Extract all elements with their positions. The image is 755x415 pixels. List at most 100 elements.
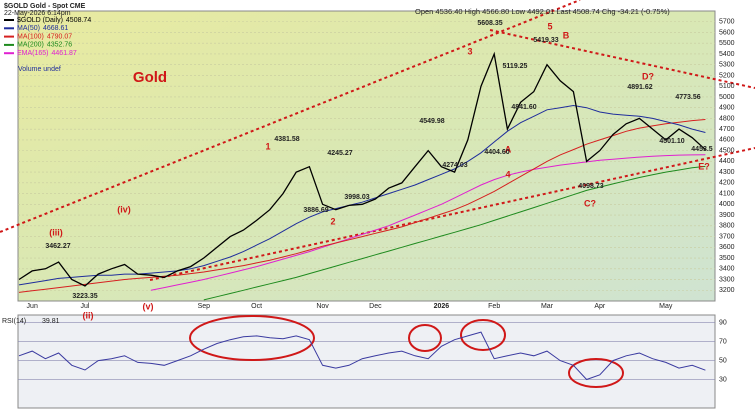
y-tick-label: 4500 (719, 147, 735, 154)
highlight (189, 315, 315, 361)
x-tick-label: Jun (27, 303, 38, 310)
series-line (18, 119, 706, 293)
annotation: (v) (143, 301, 154, 311)
annotation: 4245.27 (327, 150, 352, 157)
x-tick-label: 2026 (434, 303, 450, 310)
annotation: (iv) (117, 204, 131, 214)
highlight (408, 324, 442, 352)
y-tick-label: 3800 (719, 223, 735, 230)
x-tick-label: May (659, 303, 673, 310)
annotation: 5419.33 (533, 37, 558, 44)
y-tick-label: 4900 (719, 105, 735, 112)
x-tick-label: Feb (488, 303, 500, 310)
series-line (18, 51, 706, 287)
annotation: (ii) (83, 310, 94, 320)
y-tick-label: 5700 (719, 19, 735, 26)
volume-note: Volume undef (18, 66, 61, 73)
annotation: 4773.56 (675, 94, 700, 101)
x-tick-label: Jul (81, 303, 90, 310)
y-tick-label: 3200 (719, 287, 735, 294)
y-tick-label: 3700 (719, 233, 735, 240)
y-tick-label: 3400 (719, 266, 735, 273)
annotation: 5 (547, 21, 552, 31)
trendlines (0, 0, 755, 281)
legend-value: 4508.74 (66, 17, 91, 24)
annotation: 4 (505, 169, 510, 179)
annotation: Gold (133, 69, 167, 86)
series-line (203, 165, 706, 301)
legend-value: 4790.07 (47, 33, 72, 40)
x-tick-label: Dec (369, 303, 382, 310)
legend-value: 4352.76 (47, 42, 72, 49)
y-tick-label: 3500 (719, 255, 735, 262)
annotation: 1 (265, 141, 270, 151)
rsi-panel (17, 314, 716, 409)
annotation: 4274.03 (442, 162, 467, 169)
rsi-last: 39.81 (42, 318, 60, 325)
highlight (568, 358, 624, 388)
highlight (460, 319, 506, 351)
annotation: 4404.60 (484, 149, 509, 156)
series-line (18, 331, 706, 381)
y-tick-label: 90 (719, 319, 727, 326)
y-tick-label: 4400 (719, 158, 735, 165)
annotation: 3998.03 (344, 194, 369, 201)
y-tick-label: 4100 (719, 190, 735, 197)
x-tick-label: Mar (541, 303, 554, 310)
header: Open 4536.40 High 4566.80 Low 4492.01 La… (415, 7, 670, 16)
y-tick-label: 4300 (719, 169, 735, 176)
annotation: 3 (467, 46, 472, 56)
annotation: D? (642, 71, 654, 81)
annotation: (iii) (49, 227, 63, 237)
legend-value: 4668.61 (43, 25, 68, 32)
annotation: 4453.5 (691, 146, 713, 153)
annotation: B (563, 30, 570, 40)
y-tick-label: 5500 (719, 40, 735, 47)
y-tick-label: 4000 (719, 201, 735, 208)
x-tick-label: Sep (198, 303, 211, 310)
y-tick-label: 4800 (719, 115, 735, 122)
x-tick-label: Oct (251, 303, 262, 310)
rsi-highlights (189, 315, 624, 388)
trendline (149, 147, 755, 281)
y-tick-label: 5600 (719, 29, 735, 36)
legend-label: $GOLD (Daily) (17, 17, 63, 24)
annotation: 2 (330, 216, 335, 226)
rsi-title: RSI(14) (2, 318, 26, 325)
legend-value: 4461.87 (52, 50, 77, 57)
legend-label: MA(200) (17, 42, 44, 49)
y-tick-label: 5200 (719, 72, 735, 79)
annotation: A (505, 144, 512, 154)
y-tick-label: 70 (719, 338, 727, 345)
annotation: 4549.98 (419, 118, 444, 125)
annotation: E? (698, 161, 710, 171)
annotation: 4381.58 (274, 136, 299, 143)
trendline (0, 0, 581, 233)
chart-title: $GOLD Gold - Spot CME (4, 3, 86, 10)
y-tick-label: 4200 (719, 180, 735, 187)
y-tick-label: 3600 (719, 244, 735, 251)
legend-label: MA(50) (17, 25, 40, 32)
annotation: 3462.27 (45, 243, 70, 250)
annotation: C? (584, 198, 596, 208)
annotation: 4841.60 (511, 104, 536, 111)
legend-label: MA(100) (17, 33, 44, 40)
x-tick-label: Nov (316, 303, 329, 310)
y-tick-label: 3900 (719, 212, 735, 219)
series-line (18, 104, 706, 286)
y-tick-label: 5300 (719, 62, 735, 69)
x-tick-label: Apr (594, 303, 606, 310)
price-panel (17, 10, 716, 302)
y-tick-label: 5000 (719, 94, 735, 101)
annotation: 3223.35 (72, 293, 97, 300)
legend-label: EMA(165) (17, 50, 49, 57)
y-tick-label: 30 (719, 376, 727, 383)
subtitle: 22-May-2026 6:14pm (4, 10, 71, 17)
annotation: 4891.62 (627, 84, 652, 91)
annotation: 4501.10 (659, 138, 684, 145)
annotation: 5608.35 (477, 20, 502, 27)
annotation: 5119.25 (503, 63, 528, 70)
y-tick-label: 50 (719, 357, 727, 364)
